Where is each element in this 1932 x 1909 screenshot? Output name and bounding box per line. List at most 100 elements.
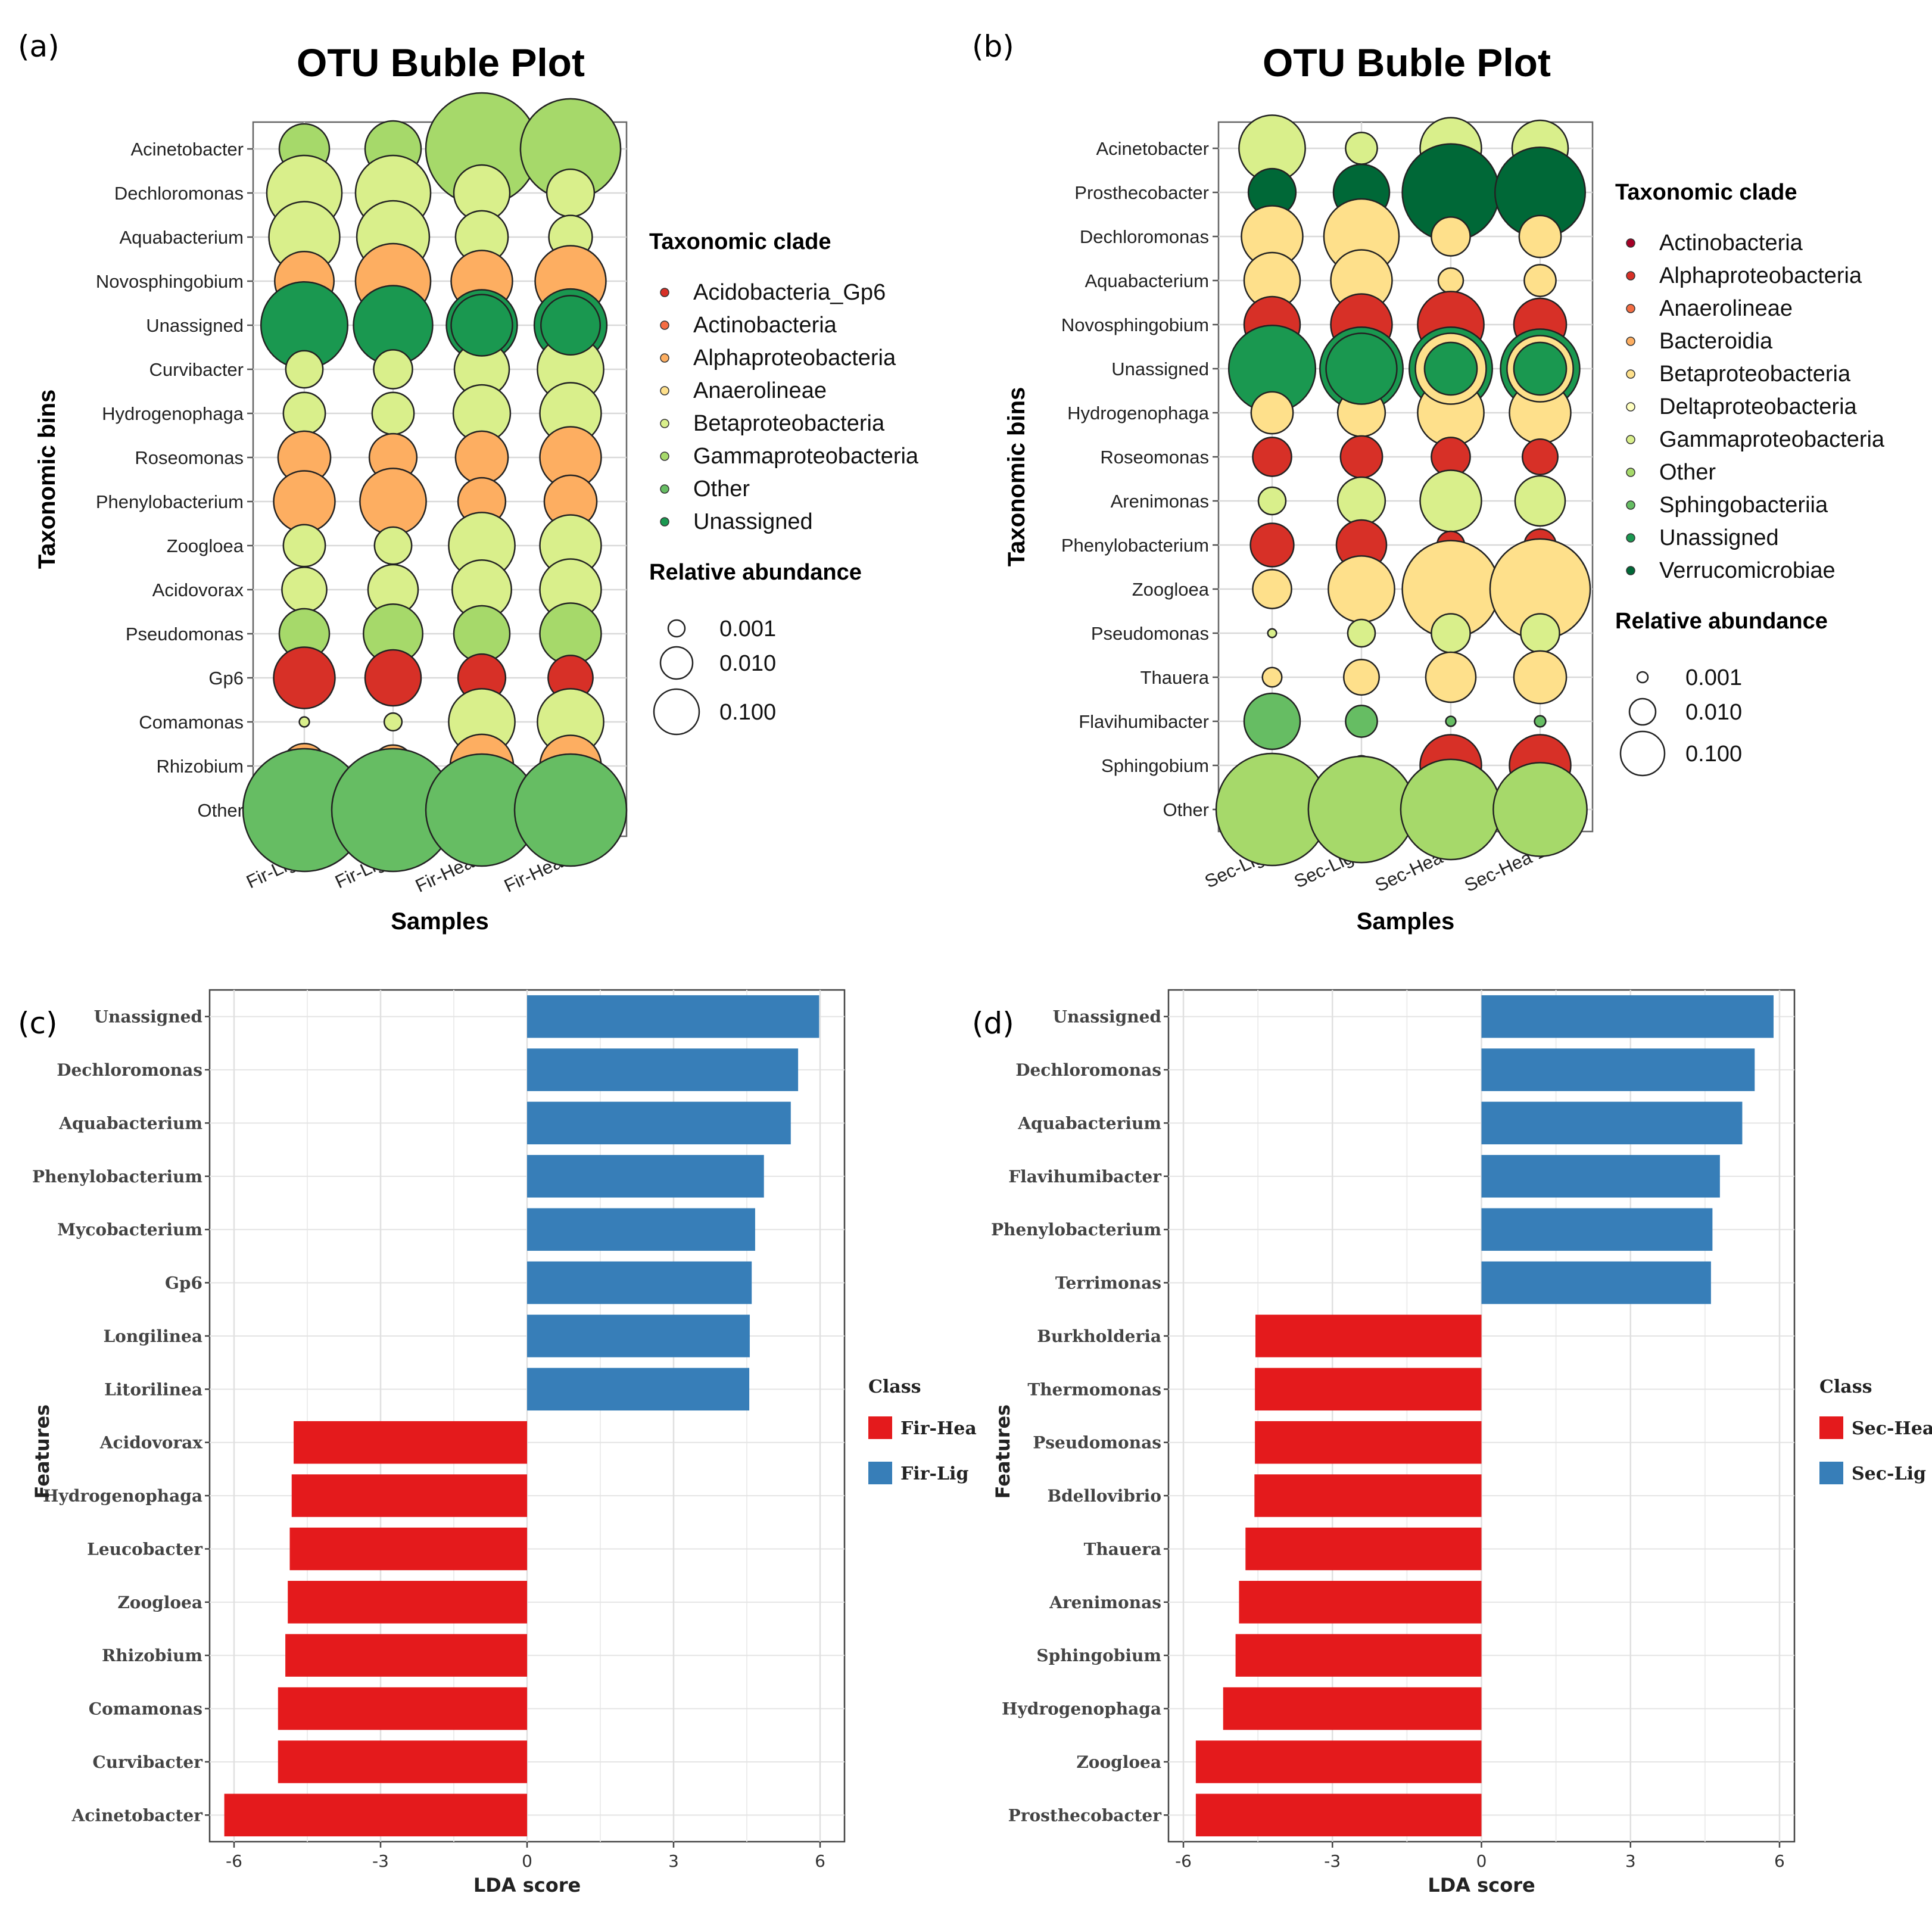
bar bbox=[1481, 1261, 1711, 1304]
y-tick-label: Pseudomonas bbox=[126, 624, 244, 644]
x-axis-title: LDA score bbox=[473, 1874, 581, 1896]
y-tick-label: Zoogloea bbox=[1132, 579, 1210, 600]
legend-key bbox=[660, 419, 669, 428]
y-axis-title: Features bbox=[992, 1404, 1014, 1499]
y-tick-label: Roseomonas bbox=[1100, 447, 1209, 468]
legend-key bbox=[1626, 500, 1635, 510]
y-tick-label: Acinetobacter bbox=[130, 139, 244, 160]
y-tick-label: Aquabacterium bbox=[1085, 270, 1209, 291]
feature-label: Longilinea bbox=[103, 1326, 202, 1346]
legend-key bbox=[1626, 337, 1635, 346]
y-tick-label: Unassigned bbox=[146, 315, 244, 336]
y-tick-label: Other bbox=[1163, 799, 1209, 820]
x-axis-title: Samples bbox=[391, 908, 489, 935]
bar bbox=[285, 1634, 527, 1677]
x-tick-label: -6 bbox=[1175, 1851, 1192, 1871]
bar bbox=[294, 1421, 527, 1464]
bubble-point bbox=[1437, 267, 1464, 294]
legend-label: Fir-Hea bbox=[900, 1418, 977, 1439]
legend-label: Sec-Lig bbox=[1852, 1463, 1926, 1484]
y-tick-label: Phenylobacterium bbox=[96, 491, 244, 512]
y-tick-label: Other bbox=[197, 800, 244, 821]
bubble-point bbox=[1252, 437, 1292, 477]
y-tick-label: Hydrogenophaga bbox=[1067, 403, 1210, 423]
size-label: 0.001 bbox=[1685, 665, 1742, 690]
bubble-point bbox=[1431, 613, 1471, 653]
legend-key bbox=[660, 386, 669, 395]
x-axis-title: LDA score bbox=[1428, 1874, 1535, 1896]
bubble-point bbox=[1250, 391, 1294, 435]
legend-label: Unassigned bbox=[693, 509, 813, 534]
feature-label: Zoogloea bbox=[117, 1593, 202, 1612]
bubble-point bbox=[282, 391, 326, 435]
legend-label: Gammaproteobacteria bbox=[693, 444, 919, 469]
lda-panel-c: (c) -6 -3 0 3 6 Unassigned Dechloromonas Aquabac… bbox=[18, 989, 977, 1896]
bubble-point bbox=[1492, 762, 1588, 857]
bubble-point bbox=[1522, 438, 1559, 475]
y-tick-label: Curvibacter bbox=[149, 359, 244, 380]
feature-label: Dechloromonas bbox=[1015, 1060, 1161, 1080]
bubble-overlay bbox=[1513, 341, 1568, 396]
bar bbox=[1255, 1421, 1482, 1464]
size-key bbox=[667, 619, 686, 638]
bar bbox=[1481, 1101, 1743, 1145]
legend-key bbox=[1626, 468, 1635, 477]
legend-key bbox=[660, 517, 669, 527]
y-tick-label: Novosphingobium bbox=[1061, 314, 1209, 335]
bubble-point bbox=[1261, 667, 1283, 688]
feature-label: Phenylobacterium bbox=[991, 1220, 1161, 1240]
bubble-point bbox=[1243, 692, 1301, 750]
bar bbox=[1481, 1155, 1720, 1198]
feature-label: Unassigned bbox=[94, 1007, 202, 1027]
bubble-overlay bbox=[450, 294, 513, 357]
legend-key bbox=[1819, 1462, 1843, 1484]
legend-key bbox=[660, 353, 669, 363]
feature-label: Unassigned bbox=[1053, 1007, 1161, 1027]
feature-label: Comamonas bbox=[89, 1699, 202, 1719]
bubble-point bbox=[1307, 755, 1416, 864]
feature-label: Gp6 bbox=[165, 1273, 202, 1293]
legend-label: Betaproteobacteria bbox=[693, 411, 885, 436]
legend-title: Class bbox=[1819, 1377, 1872, 1397]
bubble-point bbox=[1347, 618, 1376, 648]
bubble-point bbox=[1419, 469, 1482, 532]
bar bbox=[1481, 995, 1774, 1038]
feature-label: Hydrogenophaga bbox=[1002, 1699, 1161, 1719]
x-tick-label: -3 bbox=[1324, 1851, 1341, 1871]
feature-label: Dechloromonas bbox=[57, 1060, 202, 1080]
feature-label: Terrimonas bbox=[1055, 1273, 1161, 1293]
bubble-point bbox=[373, 349, 413, 390]
y-tick-label: Hydrogenophaga bbox=[102, 403, 244, 424]
legend-key bbox=[868, 1462, 892, 1484]
bar bbox=[278, 1740, 527, 1783]
legend-label: Alphaproteobacteria bbox=[693, 345, 896, 370]
bubble-point bbox=[285, 350, 324, 389]
bubble-point bbox=[1345, 132, 1378, 165]
bubble-point bbox=[1520, 613, 1560, 653]
legend-label: Acidobacteria_Gp6 bbox=[693, 280, 886, 305]
legend-label: Gammaproteobacteria bbox=[1659, 427, 1885, 452]
feature-label: Aquabacterium bbox=[58, 1113, 202, 1133]
legend-title: Class bbox=[868, 1377, 921, 1397]
feature-label: Leucobacter bbox=[87, 1539, 203, 1559]
feature-label: Rhizobium bbox=[102, 1646, 202, 1665]
legend-label: Alphaproteobacteria bbox=[1659, 263, 1862, 288]
bar bbox=[527, 995, 819, 1038]
bubble-point bbox=[371, 391, 415, 435]
size-key bbox=[659, 646, 694, 680]
bar bbox=[527, 1368, 750, 1411]
feature-label: Flavihumibacter bbox=[1008, 1167, 1162, 1186]
y-tick-label: Novosphingobium bbox=[96, 271, 244, 292]
y-tick-label: Phenylobacterium bbox=[1061, 535, 1209, 556]
y-tick-label: Comamonas bbox=[139, 712, 244, 733]
legend-size-title: Relative abundance bbox=[1615, 609, 1828, 634]
y-tick-label: Arenimonas bbox=[1111, 491, 1209, 512]
legend-key bbox=[868, 1416, 892, 1439]
size-label: 0.100 bbox=[1685, 742, 1742, 767]
bubble-point bbox=[1339, 435, 1383, 479]
legend-label: Sec-Hea bbox=[1852, 1418, 1932, 1439]
legend-key bbox=[1626, 566, 1635, 575]
legend-title: Taxonomic clade bbox=[1615, 180, 1797, 205]
legend-size-title: Relative abundance bbox=[649, 560, 862, 585]
size-key bbox=[1619, 730, 1666, 777]
